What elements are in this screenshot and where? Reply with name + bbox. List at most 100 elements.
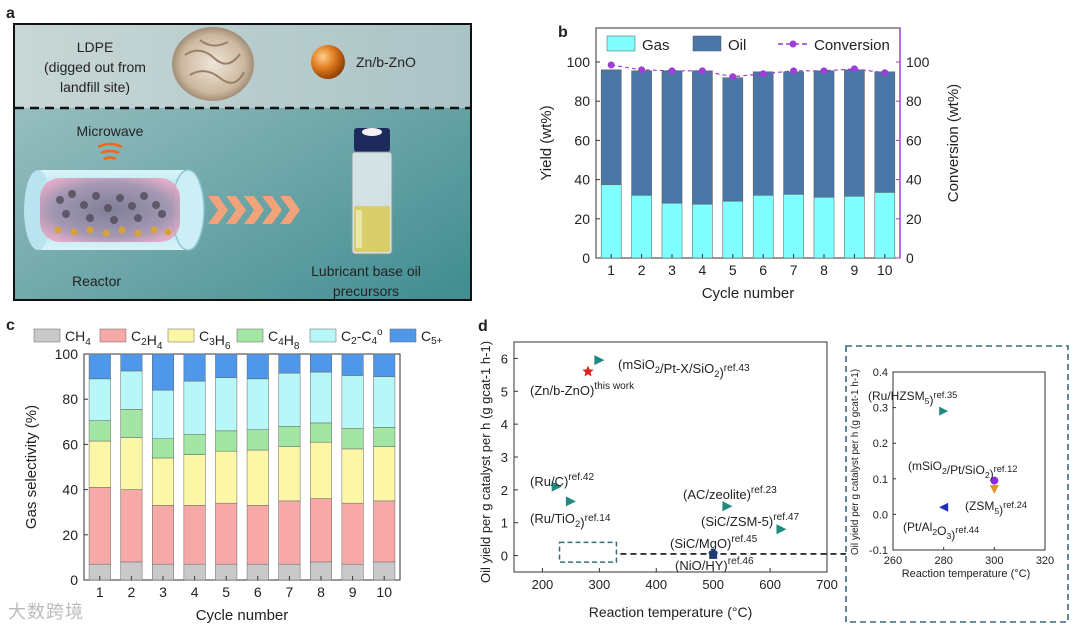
x-tick-label-d-700: 700 — [816, 577, 838, 592]
x-axis-label-inset: Reaction temperature (°C) — [902, 568, 1031, 580]
bar-gas-4 — [692, 203, 713, 259]
inset-point-label-3: (Pt/Al2O3)ref.44 — [903, 520, 979, 542]
bar-oil-8 — [813, 70, 835, 198]
conversion-point-8 — [820, 67, 828, 75]
bar-c5+-5 — [215, 353, 238, 378]
x-axis-label-c: Cycle number — [196, 607, 289, 624]
point--ru-tio2- — [565, 496, 576, 507]
point-label-2: (Ru/C)ref.42 — [530, 472, 595, 489]
point--ac-zeolite- — [722, 501, 733, 512]
watermark: 大数跨境 — [8, 602, 84, 623]
point-label-6: (SiC/MgO)ref.45 — [670, 534, 758, 551]
bar-c4h8-8 — [310, 422, 332, 443]
y2-tick-label-b-40: 40 — [906, 172, 922, 188]
bar-c2-c4o-9 — [341, 375, 364, 429]
y-tick-label-inset-2: 0.1 — [873, 474, 888, 486]
inset-point--msio2-pt-sio2- — [990, 476, 999, 485]
y-tick-label-d-2: 2 — [501, 483, 508, 498]
legend-label-c4h8: C4H8 — [268, 328, 300, 352]
y2-axis-label-b: Conversion (wt%) — [945, 84, 962, 202]
bar-c4h8-1 — [88, 420, 111, 442]
bar-c4h8-3 — [152, 438, 174, 459]
legend-label-conversion: Conversion — [814, 37, 890, 54]
conversion-point-2 — [638, 66, 646, 74]
x-tick-label-b-2: 2 — [638, 262, 646, 278]
bar-c2h4-1 — [88, 487, 111, 565]
bar-c3h6-2 — [120, 437, 143, 490]
inset-point-label-2: (ZSM5)ref.24 — [965, 499, 1027, 517]
legend-label-oil: Oil — [728, 37, 746, 54]
bar-c2-c4o-4 — [183, 380, 206, 435]
x-tick-label-c-5: 5 — [222, 584, 230, 600]
bar-c3h6-9 — [341, 448, 364, 504]
ldpe-label-line3: landfill site) — [60, 79, 130, 95]
panel-d-label: d — [478, 318, 488, 335]
y-tick-label-b-40: 40 — [574, 172, 590, 188]
panel-a: a LDPE (digged out from landfill site) Z… — [6, 5, 472, 301]
bar-oil-9 — [844, 69, 865, 197]
bar-gas-1 — [600, 184, 622, 259]
bar-c2-c4o-7 — [278, 372, 301, 427]
panel-d: d 200 300 400 500 600 700 0 1 2 3 4 5 6 Reaction temp… — [478, 318, 846, 620]
y-tick-label-c-0: 0 — [70, 572, 78, 588]
x-tick-label-inset-300: 300 — [985, 555, 1003, 567]
legend-label-c2-c4o: C2-C4o — [341, 327, 383, 347]
y-tick-label-d-1: 1 — [501, 516, 508, 531]
panel-b-label: b — [558, 24, 568, 41]
product-vial — [351, 128, 393, 255]
y-tick-label-b-20: 20 — [574, 211, 590, 227]
x-tick-label-c-8: 8 — [317, 584, 325, 600]
x-tick-label-b-3: 3 — [668, 262, 676, 278]
ldpe-label-line2: (digged out from — [44, 59, 146, 75]
ldpe-label: LDPE — [77, 39, 114, 55]
product-label-line2: precursors — [333, 283, 399, 299]
x-axis-label-d: Reaction temperature (°C) — [589, 604, 753, 620]
conversion-point-7 — [790, 67, 798, 75]
y-tick-label-d-5: 5 — [501, 384, 508, 399]
legend-label-gas: Gas — [642, 37, 670, 54]
x-tick-label-b-5: 5 — [729, 262, 737, 278]
y-tick-label-b-100: 100 — [567, 54, 591, 70]
legend-swatch-c5+ — [389, 328, 417, 343]
bar-gas-9 — [844, 196, 865, 259]
point--ru-c- — [551, 481, 562, 492]
y2-tick-label-b-100: 100 — [906, 54, 930, 70]
microwave-label: Microwave — [77, 123, 144, 139]
bar-c4h8-5 — [215, 430, 238, 452]
y-tick-label-c-40: 40 — [62, 482, 78, 498]
bar-c2h4-9 — [341, 502, 364, 565]
bar-c5+-9 — [341, 353, 364, 376]
bar-c4h8-6 — [246, 429, 269, 451]
conversion-point-1 — [607, 61, 615, 69]
point-label-5: (SiC/ZSM-5)ref.47 — [701, 512, 799, 529]
point-label-7: (NiO/HY)ref.46 — [675, 556, 754, 573]
legend-swatch-c3h6 — [167, 328, 195, 343]
x-tick-label-c-10: 10 — [376, 584, 392, 600]
x-tick-label-d-400: 400 — [645, 577, 667, 592]
y-axis-label-c: Gas selectivity (%) — [23, 405, 40, 529]
bar-c4h8-4 — [183, 433, 206, 455]
legend-swatch-gas — [606, 35, 636, 52]
point--msio2-pt-x-sio2- — [594, 355, 605, 366]
y2-tick-label-b-20: 20 — [906, 211, 922, 227]
bar-oil-1 — [600, 69, 622, 185]
bar-c2-c4o-5 — [215, 377, 238, 432]
x-tick-label-c-2: 2 — [128, 584, 136, 600]
reactor-label: Reactor — [72, 273, 121, 289]
bar-c3h6-8 — [310, 441, 332, 499]
bar-oil-4 — [692, 70, 713, 205]
x-tick-label-b-1: 1 — [607, 262, 615, 278]
y-tick-label-d-6: 6 — [501, 351, 508, 366]
legend-swatch-ch4 — [33, 328, 61, 343]
bar-c3h6-1 — [88, 440, 111, 488]
x-tick-label-b-7: 7 — [790, 262, 798, 278]
y-axis-label-b: Yield (wt%) — [538, 105, 555, 180]
x-tick-label-d-300: 300 — [589, 577, 611, 592]
x-tick-label-b-10: 10 — [877, 262, 893, 278]
bar-c5+-10 — [373, 353, 396, 377]
bar-c3h6-3 — [152, 457, 174, 506]
y-tick-label-c-100: 100 — [55, 346, 79, 362]
x-tick-label-c-4: 4 — [191, 584, 199, 600]
